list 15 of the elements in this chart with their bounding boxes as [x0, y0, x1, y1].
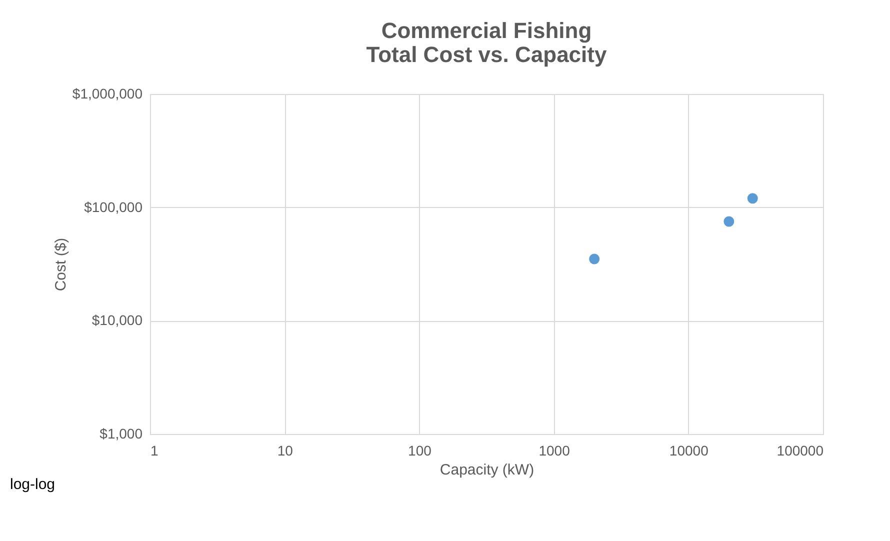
x-tick-label: 10000 [669, 442, 709, 458]
x-tick-label: 100 [408, 442, 432, 458]
text: log-log [10, 476, 56, 493]
text: Total Cost vs. Capacity [366, 42, 607, 67]
x-tick-label: 1000 [538, 442, 570, 458]
x-tick-label: 100000 [776, 442, 824, 458]
x-tick-label: 1 [150, 442, 158, 458]
y-tick-label: $1,000,000 [72, 86, 143, 102]
text: Commercial Fishing [381, 18, 592, 43]
y-tick-label: $10,000 [92, 312, 143, 328]
y-axis-title: Cost ($) [52, 238, 70, 292]
y-tick-label: $1,000 [100, 426, 143, 442]
x-axis-title: Capacity (kW) [440, 462, 534, 478]
y-tick-label: $100,000 [84, 198, 143, 215]
x-tick-label: 10 [277, 442, 294, 458]
